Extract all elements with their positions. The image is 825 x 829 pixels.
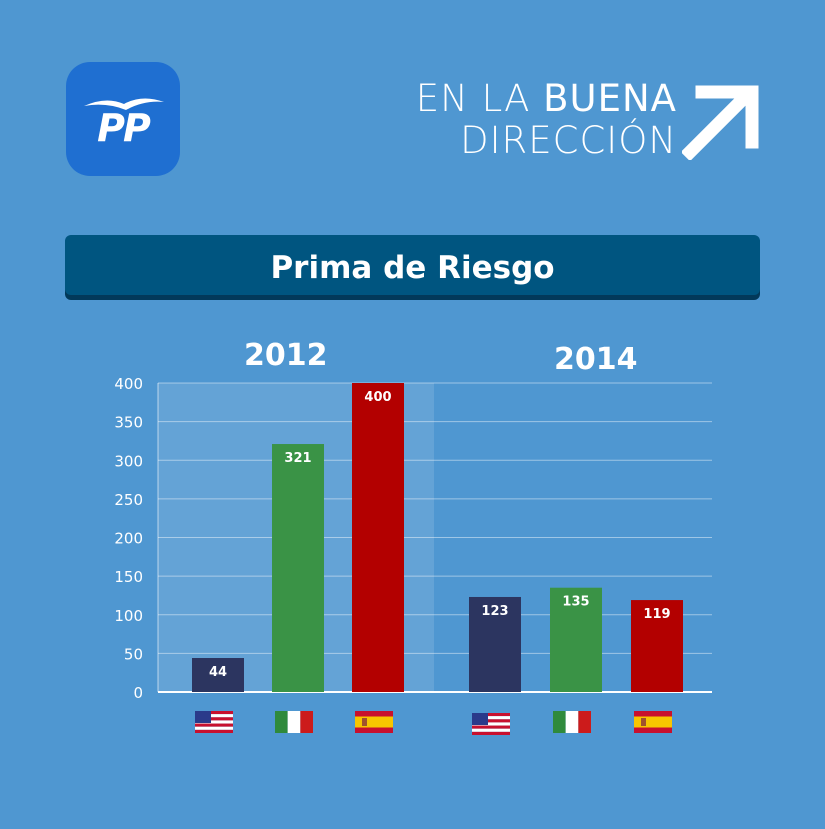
bar-value-label: 119	[643, 607, 670, 622]
y-tick-label: 100	[114, 607, 143, 625]
bar	[352, 383, 404, 692]
slogan-line2: DIRECCIÓN	[460, 119, 677, 162]
slogan: EN LA BUENA DIRECCIÓN	[416, 78, 677, 162]
y-tick-label: 250	[114, 491, 143, 509]
title-bar: Prima de Riesgo	[65, 235, 760, 295]
italy-flag-icon	[553, 711, 591, 733]
italy-flag-icon	[275, 711, 313, 733]
y-tick-label: 200	[114, 530, 143, 548]
spain-flag-icon	[634, 711, 672, 733]
gull-icon	[84, 98, 164, 110]
bar-value-label: 123	[481, 604, 508, 619]
bar	[272, 444, 324, 692]
bar	[631, 600, 683, 692]
y-tick-label: 150	[114, 568, 143, 586]
spain-flag-icon	[355, 711, 393, 733]
chart-title: Prima de Riesgo	[270, 250, 555, 286]
bar-value-label: 321	[284, 451, 311, 466]
year-label-2012: 2012	[244, 338, 328, 373]
arrow-up-right-icon	[682, 85, 759, 160]
logo-text: PP	[97, 106, 151, 150]
y-tick-label: 0	[133, 684, 143, 702]
year-label-2014: 2014	[554, 342, 638, 377]
bar-value-label: 135	[562, 595, 589, 610]
y-tick-label: 50	[124, 645, 143, 663]
bar	[550, 587, 602, 692]
bar	[192, 658, 244, 692]
bar-value-label: 400	[364, 390, 391, 405]
usa-flag-icon	[195, 711, 233, 733]
pp-logo: PP	[66, 62, 180, 176]
bar	[469, 596, 521, 692]
y-tick-label: 300	[114, 452, 143, 470]
y-tick-label: 350	[114, 414, 143, 432]
slogan-thin: EN LA	[415, 77, 544, 120]
slogan-bold: BUENA	[543, 77, 677, 120]
bar-value-label: 44	[209, 665, 227, 680]
y-tick-label: 400	[114, 375, 143, 393]
usa-flag-icon	[472, 713, 510, 735]
